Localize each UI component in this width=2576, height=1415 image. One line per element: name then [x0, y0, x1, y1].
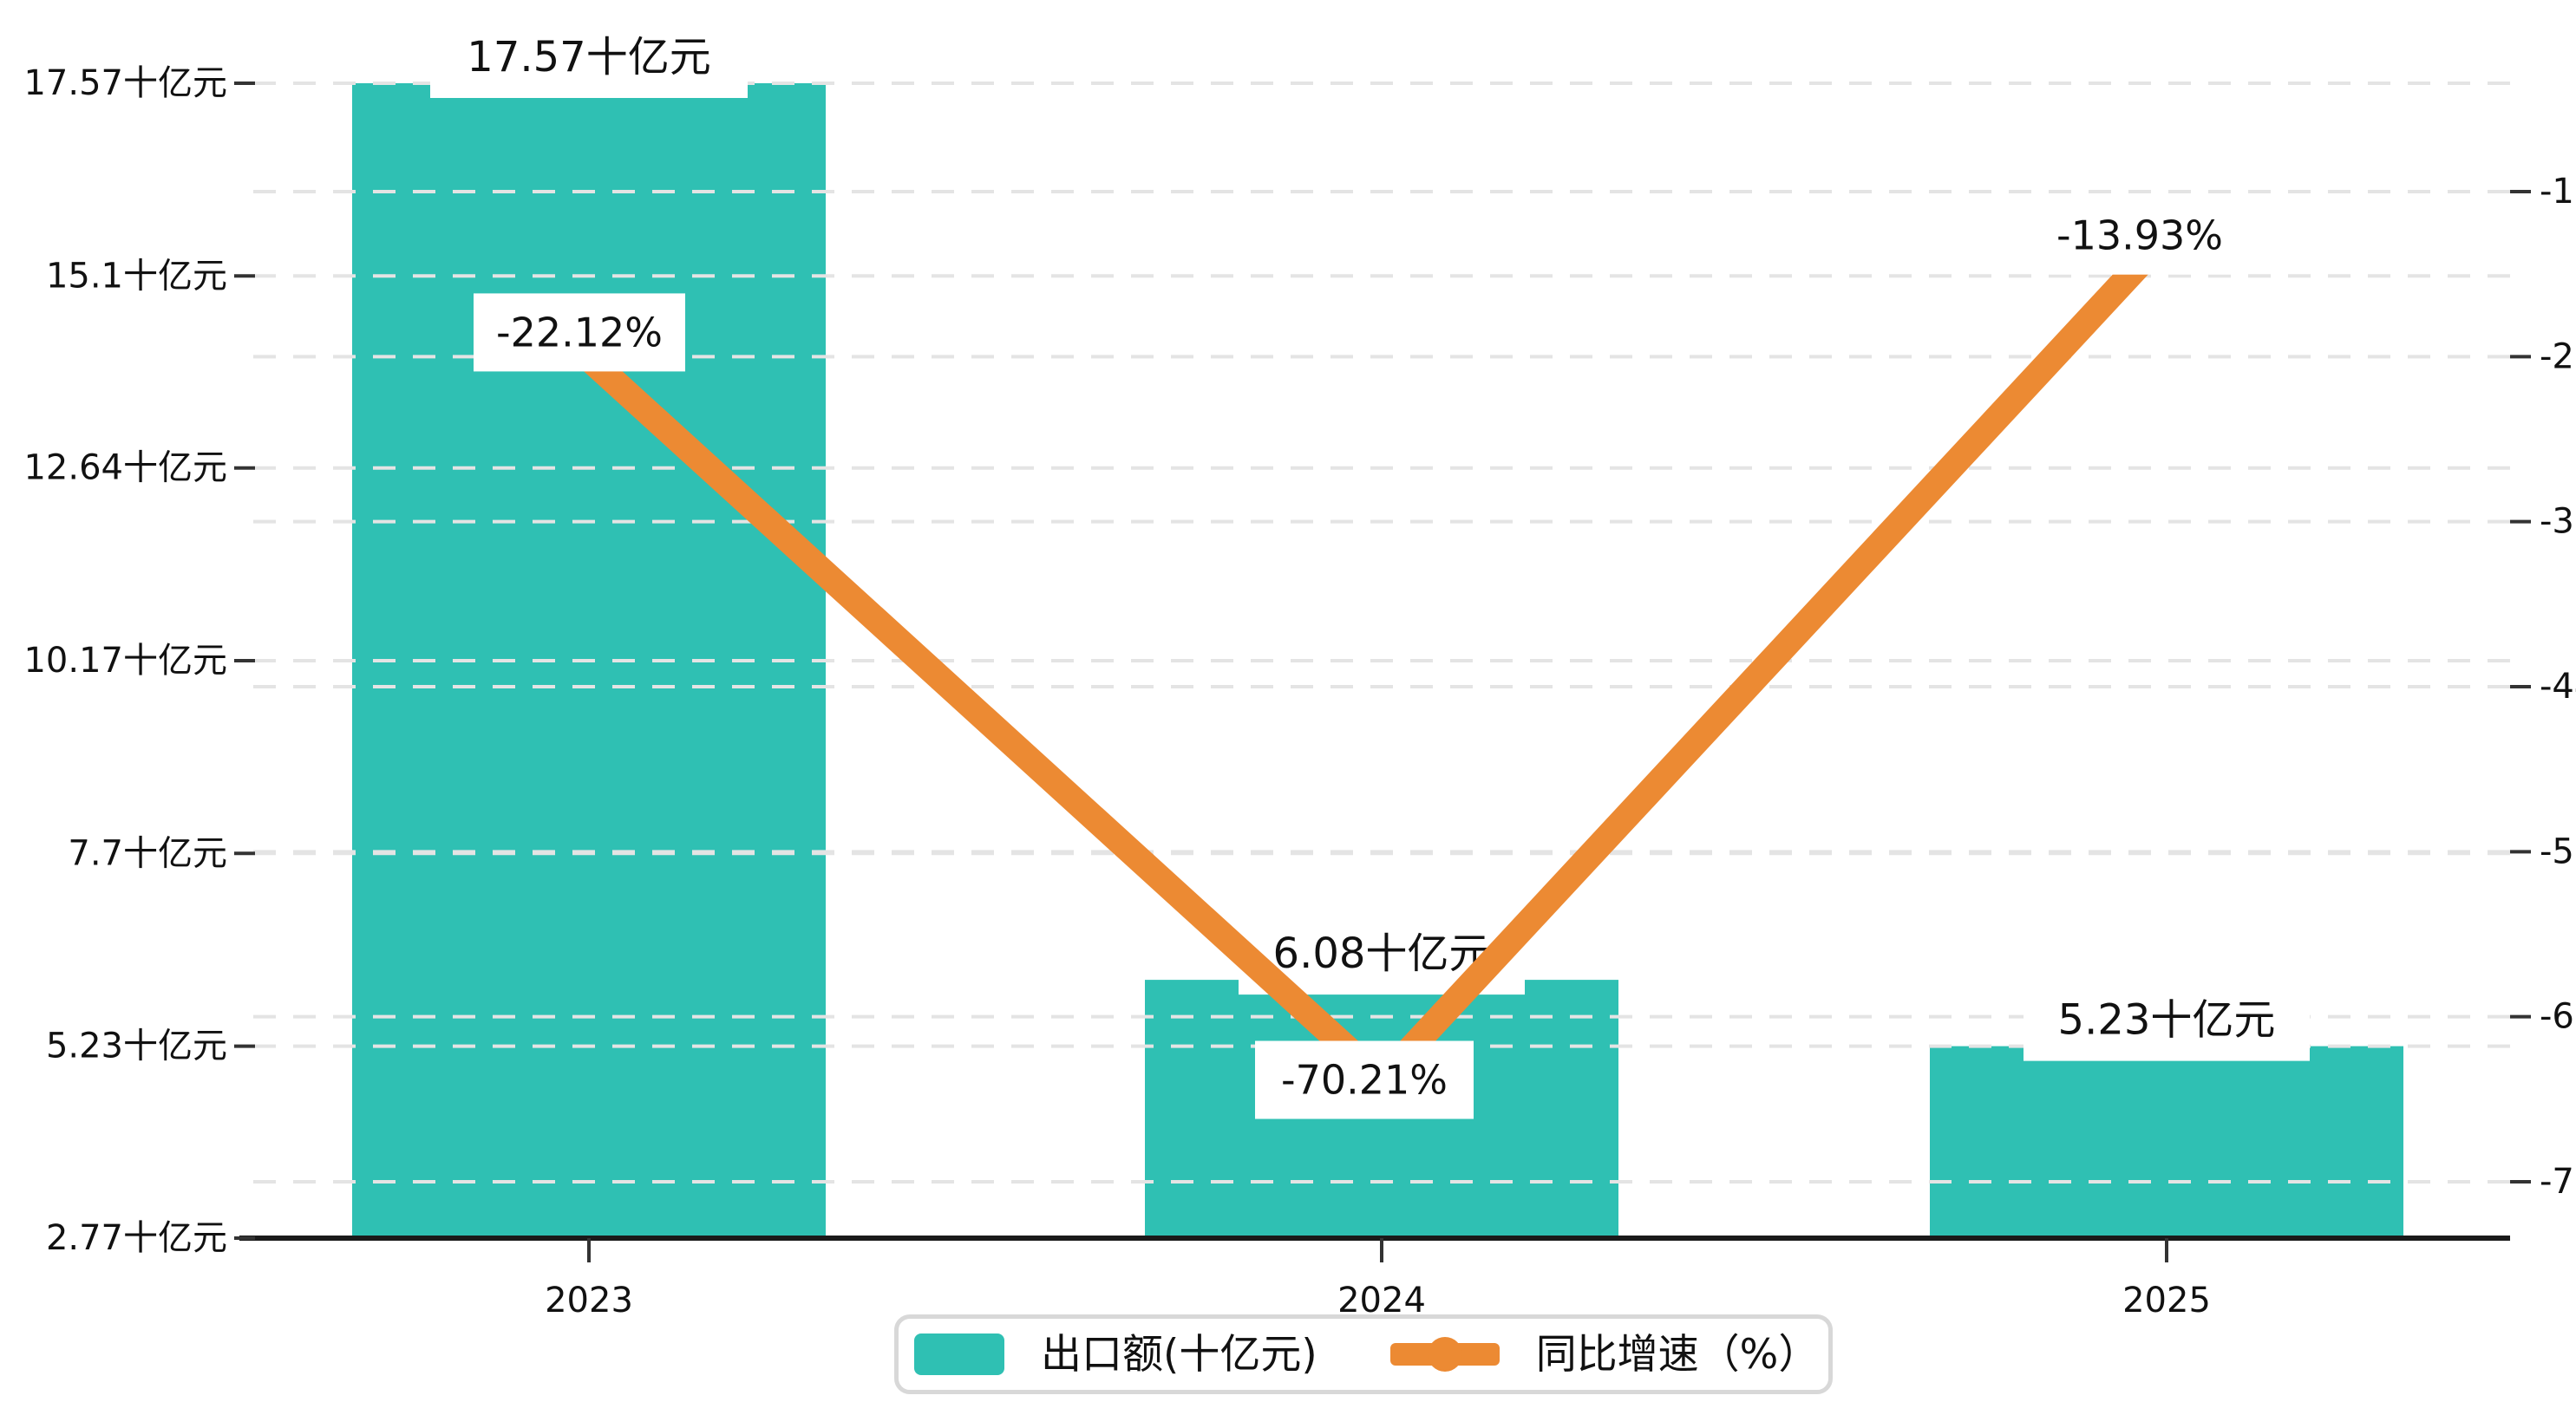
left-axis-tick-label: 7.7十亿元	[68, 833, 227, 873]
left-axis-tick-label: 12.64十亿元	[23, 448, 227, 488]
right-axis-tick-label: -11	[2540, 172, 2576, 212]
left-axis-tick-label: 2.77十亿元	[46, 1218, 227, 1258]
legend-box: 出口额(十亿元) 同比增速（%）	[894, 1314, 1833, 1394]
x-axis-label: 2024	[1337, 1281, 1426, 1320]
legend-item-export-value[interactable]: 出口额(十亿元)	[899, 1333, 1317, 1375]
bar-value-label: 17.57十亿元	[467, 33, 710, 82]
left-axis-tick-label: 15.1十亿元	[46, 256, 227, 296]
bar-value-label: 5.23十亿元	[2058, 996, 2276, 1045]
legend-label-line: 同比增速（%）	[1535, 1330, 1820, 1379]
right-axis-tick-label: -33	[2540, 502, 2576, 542]
axes-layer: 17.57十亿元 15.1十亿元 12.64十亿元 10.17十亿元 7.7十亿元 5.2…	[23, 63, 2576, 1320]
right-axis-tick-label: -44	[2540, 667, 2576, 707]
x-axis-label: 2025	[2122, 1281, 2211, 1320]
left-axis-tick-label: 10.17十亿元	[23, 641, 227, 681]
bar-series-swatch-icon	[914, 1333, 1004, 1375]
line-series-icon	[1389, 1334, 1500, 1374]
line-value-label: -22.12%	[496, 309, 663, 355]
legend-label-bar: 出口额(十亿元)	[1041, 1330, 1317, 1379]
x-axis-label: 2023	[545, 1281, 633, 1320]
line-value-label: -70.21%	[1281, 1056, 1448, 1103]
line-labels-layer: -22.12% -70.21% -13.93%	[474, 196, 2246, 1119]
right-axis-tick-label: -77	[2540, 1162, 2576, 1202]
bar-2025[interactable]	[1930, 1046, 2403, 1238]
right-axis-tick-label: -55	[2540, 831, 2576, 871]
bar-labels-layer: 17.57十亿元 6.08十亿元 5.23十亿元	[430, 16, 2310, 1061]
line-icon-dot	[1427, 1337, 1462, 1372]
left-axis-tick-label: 17.57十亿元	[23, 63, 227, 103]
bar-value-label: 6.08十亿元	[1273, 929, 1491, 978]
right-axis-tick-label: -66	[2540, 997, 2576, 1037]
line-value-label: -13.93%	[2056, 212, 2223, 259]
bar-value-label-box	[2024, 979, 2310, 1061]
legend-item-yoy-growth[interactable]: 同比增速（%）	[1389, 1330, 1820, 1379]
line-value-label-box	[474, 293, 685, 372]
bar-value-label-box	[430, 16, 748, 98]
line-value-label-box	[1255, 1040, 1474, 1119]
right-axis-tick-label: -22	[2540, 336, 2576, 376]
line-value-label-box	[2034, 196, 2246, 275]
left-axis-tick-label: 5.23十亿元	[46, 1027, 227, 1066]
